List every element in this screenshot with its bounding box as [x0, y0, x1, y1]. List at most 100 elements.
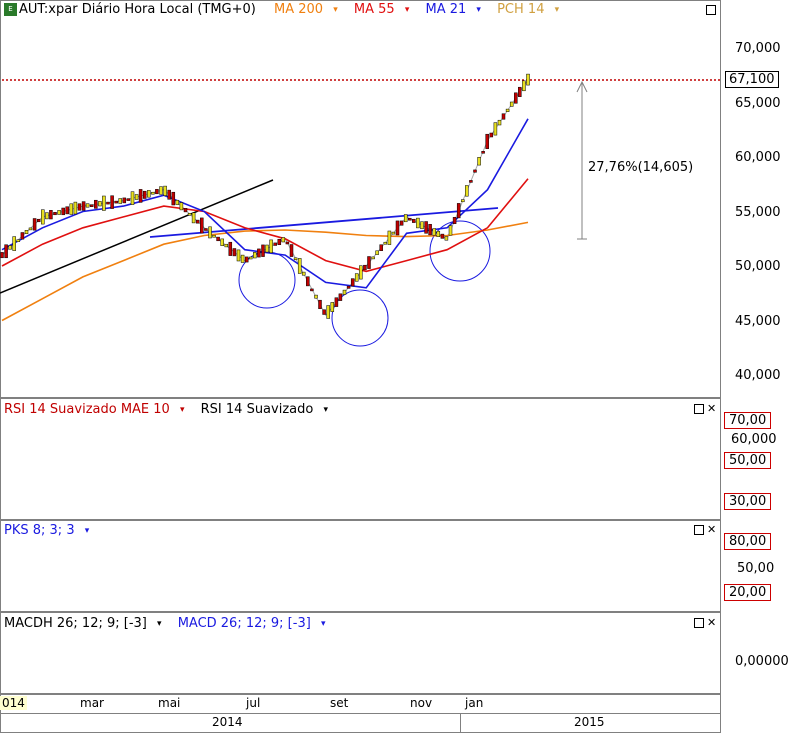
- macd-panel[interactable]: [0, 612, 721, 694]
- price-candle: [350, 278, 355, 287]
- pks-legend[interactable]: PKS 8; 3; 3 ▾: [4, 523, 90, 538]
- price-candle: [212, 234, 216, 238]
- price-candle: [261, 244, 265, 257]
- month-label: 014: [0, 696, 27, 710]
- price-candle: [514, 92, 518, 104]
- price-candle: [522, 80, 526, 92]
- macd-tick: 0,00000: [735, 654, 789, 669]
- rsi-legend: RSI 14 Suavizado MAE 10 ▾ RSI 14 Suaviza…: [4, 402, 340, 417]
- series-line-aut-xpar: [1, 79, 529, 316]
- price-candle: [142, 190, 147, 199]
- indicator-ma55[interactable]: MA 55 ▾: [353, 2, 410, 17]
- indicator-pch14[interactable]: PCH 14 ▾: [497, 2, 560, 17]
- price-candle: [244, 256, 249, 263]
- rsi-tick: 60,000: [731, 432, 777, 447]
- maximize-icon[interactable]: [694, 525, 704, 535]
- maximize-icon[interactable]: [694, 404, 704, 414]
- price-candle: [65, 206, 69, 215]
- price-candle: [187, 213, 192, 216]
- price-candle: [175, 199, 180, 205]
- macd-panel-controls[interactable]: ✕: [694, 617, 716, 628]
- close-icon[interactable]: ✕: [707, 616, 717, 629]
- price-candle: [322, 309, 326, 315]
- price-candle: [391, 231, 396, 235]
- price-candle: [171, 191, 176, 206]
- price-candle: [465, 185, 469, 197]
- price-candle: [363, 264, 367, 271]
- price-candle: [191, 212, 196, 224]
- price-candle: [469, 180, 473, 183]
- close-icon[interactable]: ✕: [707, 402, 717, 415]
- pks-panel-controls[interactable]: ✕: [694, 524, 716, 535]
- price-tick: 45,000: [735, 314, 781, 329]
- price-candle: [436, 230, 441, 237]
- price-candle: [195, 219, 200, 224]
- price-candle: [118, 198, 122, 204]
- change-annotation: 27,76%(14,605): [588, 160, 694, 175]
- price-candle: [277, 238, 282, 245]
- price-candle: [318, 299, 322, 309]
- price-candle: [77, 203, 82, 211]
- price-candle: [20, 232, 25, 240]
- price-candle: [501, 113, 506, 120]
- price-tick: 40,000: [735, 368, 781, 383]
- price-candle: [24, 230, 29, 234]
- rsi-ma-legend[interactable]: RSI 14 Suavizado MAE 10 ▾: [4, 402, 185, 417]
- rsi-level-70: 70,00: [724, 412, 772, 429]
- indicator-ma21[interactable]: MA 21 ▾: [425, 2, 481, 17]
- price-candle: [326, 305, 330, 319]
- price-candle: [253, 252, 257, 259]
- price-candle: [163, 185, 167, 196]
- price-candle: [379, 244, 383, 251]
- price-candle: [420, 221, 424, 230]
- series-line-ma-55: [1, 178, 529, 273]
- price-candle: [45, 212, 49, 220]
- price-candle: [293, 257, 298, 261]
- price-candle: [106, 201, 110, 205]
- main-maximize-button[interactable]: [706, 4, 719, 15]
- price-candle: [399, 220, 404, 226]
- price-candle: [403, 214, 408, 223]
- price-candle: [281, 237, 286, 243]
- price-candle: [314, 294, 318, 299]
- price-candle: [155, 189, 159, 195]
- indicator-ma200[interactable]: MA 200 ▾: [274, 2, 338, 17]
- price-candle: [306, 276, 310, 287]
- chart-title: AUT:xpar Diário Hora Local (TMG+0): [19, 2, 256, 17]
- price-candle: [354, 273, 359, 282]
- month-label: nov: [410, 696, 433, 710]
- pks-panel[interactable]: [0, 520, 721, 612]
- maximize-icon[interactable]: [694, 618, 704, 628]
- price-candle: [151, 191, 155, 195]
- price-candle: [147, 190, 151, 198]
- price-candle: [456, 203, 461, 219]
- price-candle: [310, 288, 314, 292]
- price-candle: [179, 202, 184, 211]
- price-candle: [338, 293, 343, 301]
- series-line-ma-21: [1, 118, 529, 289]
- price-candle: [257, 248, 261, 258]
- price-candle: [505, 108, 510, 112]
- price-candle: [518, 86, 522, 97]
- price-candle: [240, 254, 245, 263]
- macdh-legend[interactable]: MACDH 26; 12; 9; [-3] ▾: [4, 616, 162, 631]
- price-candle: [16, 239, 21, 242]
- rsi-panel-controls[interactable]: ✕: [694, 403, 716, 414]
- month-label: jul: [246, 696, 261, 710]
- price-candle: [49, 210, 53, 220]
- price-candle: [73, 201, 78, 215]
- rsi-legend-main[interactable]: RSI 14 Suavizado ▾: [200, 402, 328, 417]
- price-candle: [130, 191, 135, 205]
- price-candle: [4, 244, 8, 259]
- price-candle: [134, 194, 139, 200]
- price-candle: [330, 302, 335, 312]
- x-axis-right: [721, 694, 803, 733]
- price-candle: [28, 227, 33, 231]
- close-icon[interactable]: ✕: [707, 523, 717, 536]
- rsi-panel[interactable]: [0, 398, 721, 520]
- price-candle: [216, 236, 220, 242]
- year-label: 2015: [574, 715, 605, 729]
- macd-legend-main[interactable]: MACD 26; 12; 9; [-3] ▾: [177, 616, 326, 631]
- price-candle: [208, 226, 212, 239]
- price-candle: [228, 241, 233, 256]
